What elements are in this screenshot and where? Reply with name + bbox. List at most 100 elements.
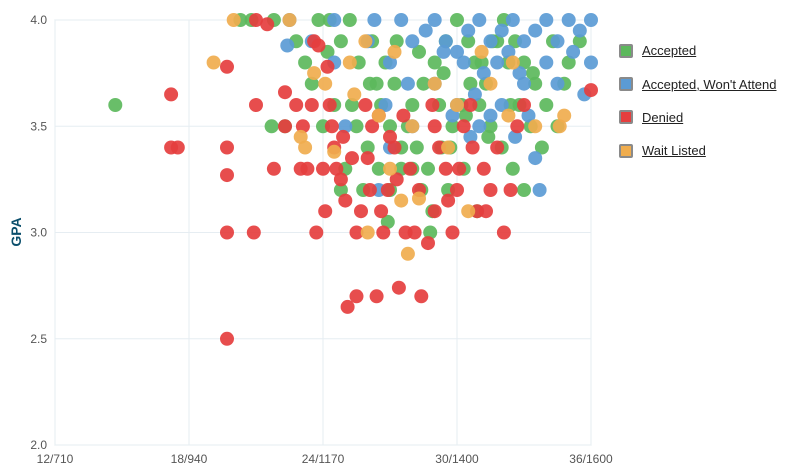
point-accepted-won-t-attend[interactable] [517,76,531,91]
point-denied[interactable] [391,280,406,295]
point-accepted-won-t-attend[interactable] [501,44,516,59]
point-accepted-won-t-attend[interactable] [378,98,393,112]
point-denied[interactable] [164,87,179,102]
point-accepted[interactable] [561,55,576,70]
point-wait-listed[interactable] [318,76,333,91]
point-accepted-won-t-attend[interactable] [394,13,409,27]
point-accepted[interactable] [517,55,531,70]
point-wait-listed[interactable] [441,140,456,155]
point-denied[interactable] [389,172,404,187]
point-wait-listed[interactable] [307,66,322,81]
point-wait-listed[interactable] [483,76,498,91]
point-accepted-won-t-attend[interactable] [436,44,451,59]
point-denied[interactable] [220,140,234,155]
point-accepted[interactable] [108,98,123,112]
point-accepted-won-t-attend[interactable] [476,66,491,81]
point-denied[interactable] [414,289,429,304]
point-accepted-won-t-attend[interactable] [494,23,509,38]
point-wait-listed[interactable] [552,119,567,134]
point-accepted[interactable] [369,76,384,91]
point-denied[interactable] [476,161,491,176]
point-denied[interactable] [220,225,234,240]
point-wait-listed[interactable] [501,108,516,123]
point-accepted[interactable] [517,183,531,197]
point-accepted[interactable] [539,98,554,112]
point-wait-listed[interactable] [383,161,397,176]
point-denied[interactable] [289,98,304,112]
point-denied[interactable] [249,98,263,112]
point-accepted-won-t-attend[interactable] [539,13,554,27]
point-accepted[interactable] [445,119,460,134]
point-accepted[interactable] [416,76,431,91]
point-denied[interactable] [336,129,351,144]
point-accepted[interactable] [345,98,359,112]
point-denied[interactable] [427,119,442,134]
point-accepted[interactable] [450,13,464,27]
point-accepted-won-t-attend[interactable] [438,34,453,49]
point-accepted[interactable] [458,108,473,123]
point-accepted-won-t-attend[interactable] [584,55,598,70]
point-accepted[interactable] [525,66,540,81]
point-accepted[interactable] [387,76,402,91]
point-wait-listed[interactable] [405,119,420,134]
point-accepted[interactable] [528,76,543,91]
point-denied[interactable] [374,204,389,219]
point-denied[interactable] [320,59,335,74]
point-accepted[interactable] [483,119,498,134]
point-denied[interactable] [383,129,397,144]
point-accepted-won-t-attend[interactable] [463,129,478,144]
point-wait-listed[interactable] [394,193,409,208]
point-accepted-won-t-attend[interactable] [472,119,487,134]
point-denied[interactable] [427,204,442,219]
point-accepted[interactable] [463,76,478,91]
point-denied[interactable] [266,161,281,176]
point-accepted-won-t-attend[interactable] [566,44,581,59]
point-accepted-won-t-attend[interactable] [445,108,460,123]
point-accepted-won-t-attend[interactable] [483,108,498,123]
point-denied[interactable] [340,299,355,314]
point-wait-listed[interactable] [298,140,313,155]
point-accepted-won-t-attend[interactable] [490,55,505,70]
point-denied[interactable] [295,119,310,134]
point-accepted[interactable] [311,13,326,27]
legend-item-accepted[interactable]: Accepted [619,34,777,67]
point-accepted-won-t-attend[interactable] [456,55,471,70]
point-accepted-won-t-attend[interactable] [528,151,543,166]
point-accepted[interactable] [304,76,319,91]
point-denied[interactable] [362,183,377,197]
point-accepted[interactable] [298,55,313,70]
point-accepted[interactable] [360,140,375,155]
point-accepted-won-t-attend[interactable] [550,34,565,49]
point-accepted-won-t-attend[interactable] [280,38,295,53]
point-accepted[interactable] [371,161,386,176]
point-wait-listed[interactable] [474,44,489,59]
point-denied[interactable] [309,225,324,240]
point-accepted-won-t-attend[interactable] [539,55,554,70]
point-accepted-won-t-attend[interactable] [561,13,576,27]
point-accepted[interactable] [264,119,279,134]
point-denied[interactable] [249,13,263,27]
point-denied[interactable] [517,98,531,112]
point-accepted-won-t-attend[interactable] [427,13,442,27]
point-denied[interactable] [170,140,185,155]
point-denied[interactable] [510,119,525,134]
point-denied[interactable] [220,59,234,74]
point-accepted-won-t-attend[interactable] [483,34,498,49]
point-wait-listed[interactable] [347,87,362,102]
point-denied[interactable] [349,289,364,304]
point-denied[interactable] [324,119,339,134]
point-accepted-won-t-attend[interactable] [450,44,464,59]
point-accepted-won-t-attend[interactable] [521,108,536,123]
point-wait-listed[interactable] [412,191,426,206]
point-wait-listed[interactable] [358,34,373,49]
point-denied[interactable] [463,98,478,112]
point-denied[interactable] [349,225,364,240]
point-denied[interactable] [445,225,460,240]
point-accepted[interactable] [421,161,435,176]
point-accepted-won-t-attend[interactable] [418,23,433,38]
point-accepted[interactable] [383,119,397,134]
legend-item-wait-listed[interactable]: Wait Listed [619,134,777,167]
point-denied[interactable] [260,17,275,32]
point-denied[interactable] [483,183,498,197]
point-accepted[interactable] [481,129,496,144]
